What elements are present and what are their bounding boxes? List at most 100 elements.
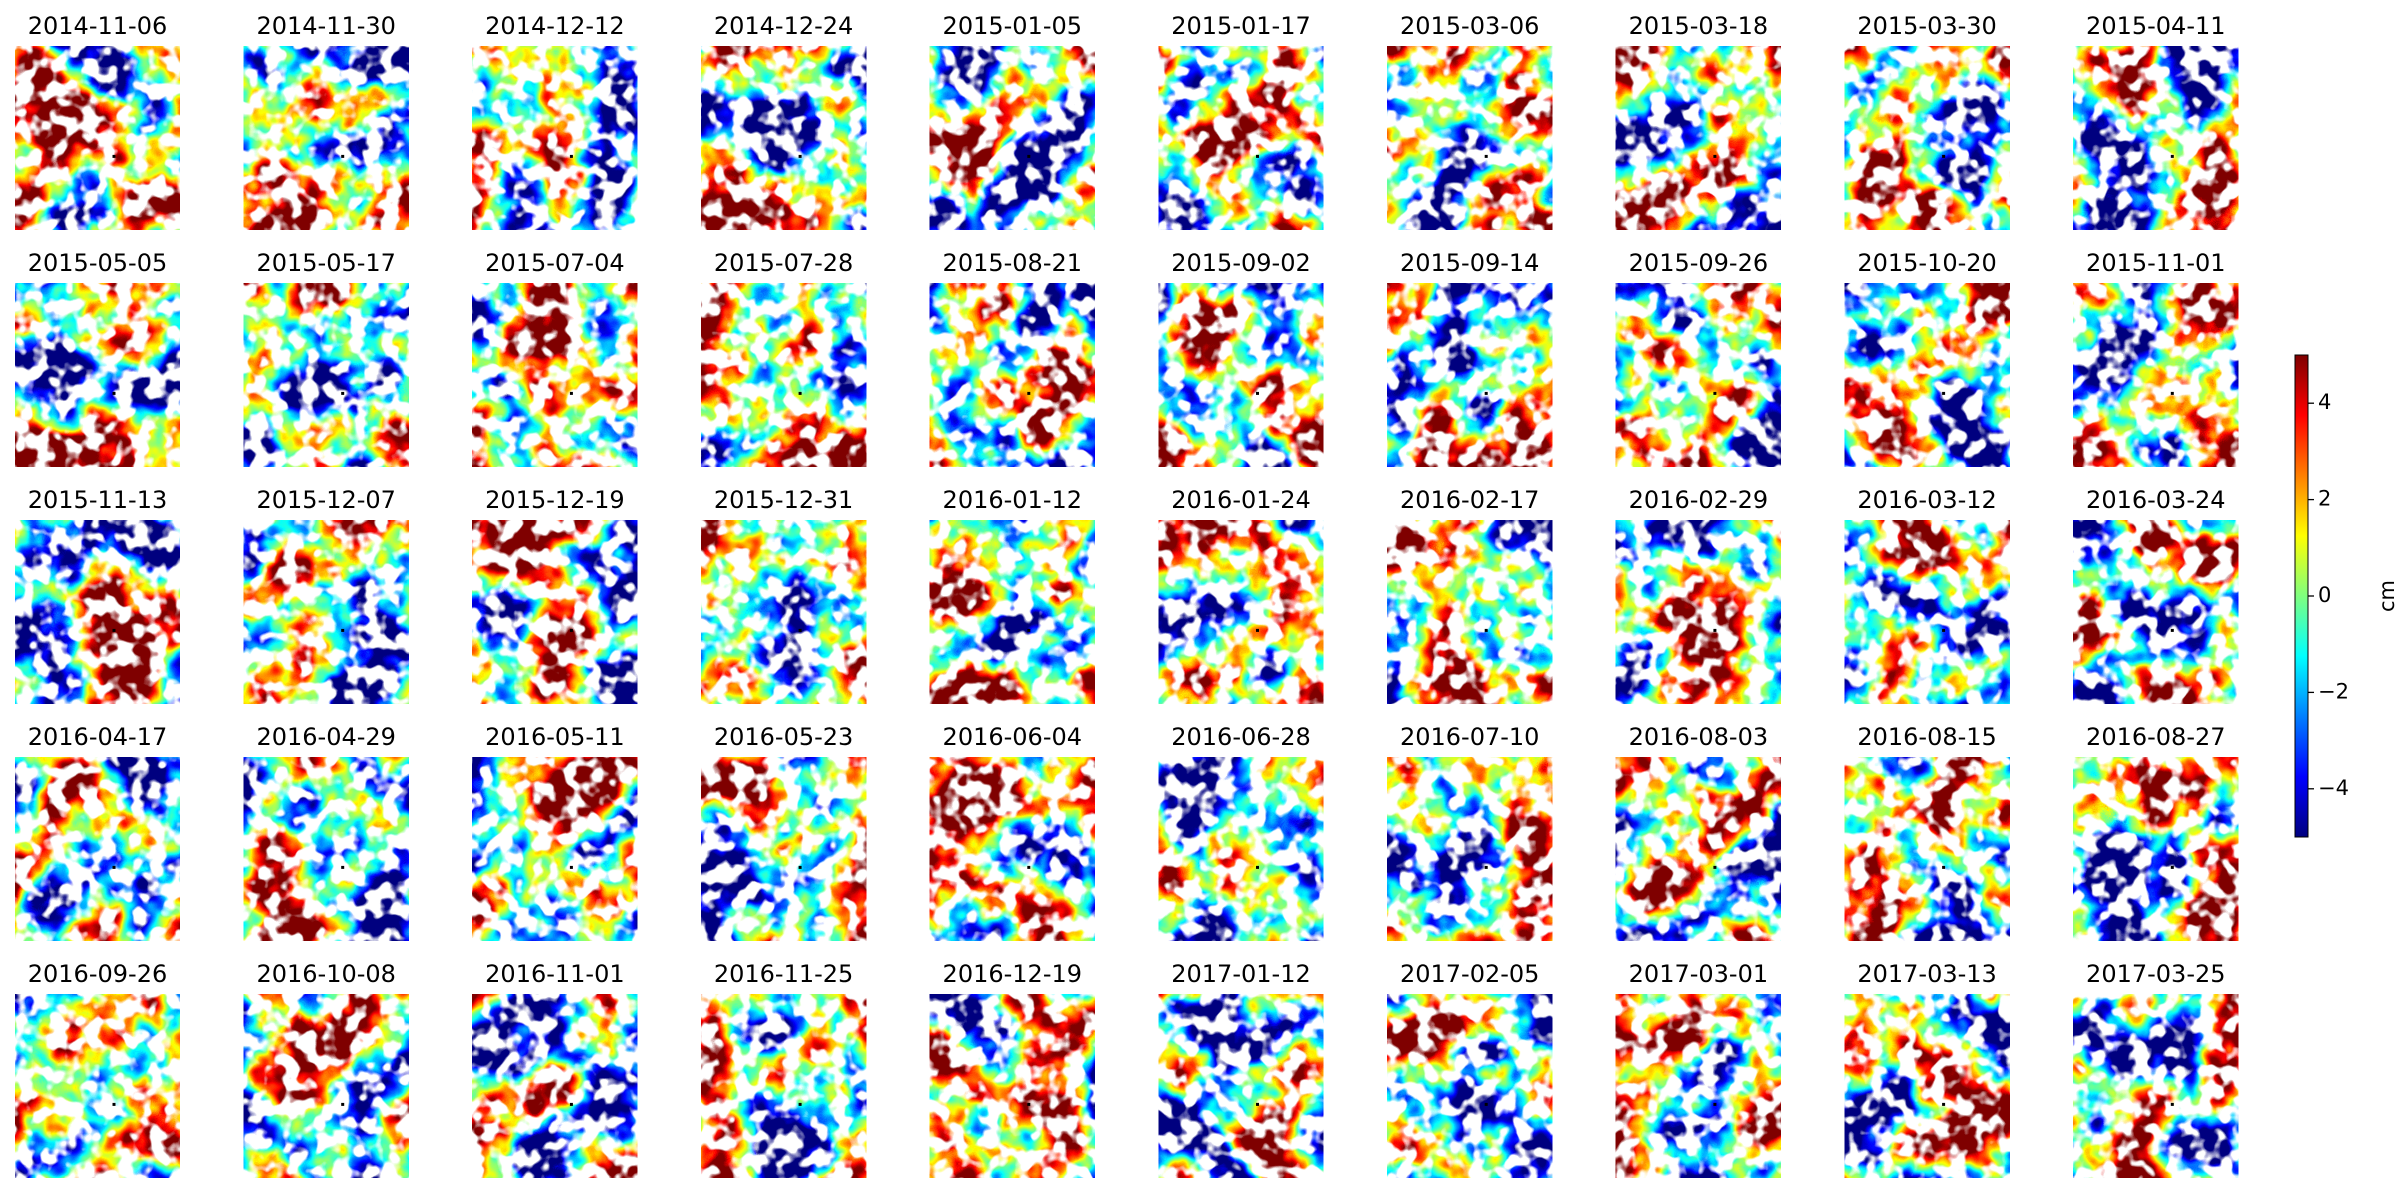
panel-image [701, 46, 867, 230]
panel-title: 2015-05-17 [256, 249, 395, 277]
panel-title: 2016-08-03 [1629, 723, 1768, 751]
reference-point [569, 391, 573, 395]
panel-title: 2015-11-13 [28, 486, 167, 514]
panel-title: 2015-01-05 [943, 12, 1082, 40]
reference-point [798, 1102, 802, 1106]
reference-point [1942, 865, 1946, 869]
reference-point [1027, 154, 1031, 158]
reference-point [1484, 391, 1488, 395]
panel-image [929, 283, 1095, 467]
reference-point [341, 1102, 345, 1106]
panel-image [1387, 520, 1553, 704]
panel-title: 2016-01-24 [1171, 486, 1310, 514]
reference-point [1256, 391, 1259, 395]
panel-image [1844, 520, 2010, 704]
panel-image [243, 994, 409, 1178]
reference-point [1256, 865, 1259, 869]
reference-point [1942, 628, 1946, 632]
panel-image [1158, 994, 1324, 1178]
panel-image [243, 283, 409, 467]
panel-image [1387, 46, 1553, 230]
reference-point [1484, 628, 1488, 632]
panel-image [2073, 994, 2239, 1178]
panel-image [701, 520, 867, 704]
panel-image [1615, 994, 1781, 1178]
panel-image [701, 757, 867, 941]
reference-point [341, 865, 345, 869]
panel-image [15, 520, 180, 704]
reference-point [341, 154, 345, 158]
panel-image [1844, 283, 2010, 467]
reference-point [112, 628, 116, 632]
panel-image [2073, 283, 2239, 467]
panel-image [1158, 520, 1324, 704]
panel-title: 2015-03-18 [1629, 12, 1768, 40]
reference-point [2170, 865, 2174, 869]
colorbar-tick-label: −2 [2318, 679, 2349, 703]
reference-point [569, 1102, 573, 1106]
panel-title: 2016-08-27 [2086, 723, 2225, 751]
panel-title: 2016-11-25 [714, 960, 853, 988]
reference-point [1713, 154, 1717, 158]
panel-image [243, 46, 409, 230]
reference-point [2170, 628, 2174, 632]
panel-title: 2015-03-30 [1857, 12, 1996, 40]
colorbar-tick-label: 2 [2318, 487, 2331, 511]
panel-title: 2015-10-20 [1857, 249, 1996, 277]
panel-title: 2016-06-04 [943, 723, 1082, 751]
panel-image [701, 994, 867, 1178]
reference-point [1027, 628, 1031, 632]
reference-point [1027, 391, 1031, 395]
reference-point [341, 628, 345, 632]
reference-point [112, 391, 116, 395]
reference-point [1713, 628, 1717, 632]
panel-image [1387, 757, 1553, 941]
panel-image [929, 757, 1095, 941]
panel-image [929, 46, 1095, 230]
panel-image [1158, 757, 1324, 941]
colorbar [2294, 354, 2309, 838]
reference-point [1942, 154, 1946, 158]
panel-title: 2016-07-10 [1400, 723, 1539, 751]
panel-title: 2015-09-26 [1629, 249, 1768, 277]
reference-point [569, 154, 573, 158]
reference-point [1484, 154, 1488, 158]
reference-point [798, 391, 802, 395]
panel-image [1615, 757, 1781, 941]
reference-point [1256, 154, 1259, 158]
colorbar-tick-label: 0 [2318, 583, 2331, 607]
reference-point [1942, 391, 1946, 395]
panel-title: 2017-01-12 [1171, 960, 1310, 988]
panel-image [472, 994, 638, 1178]
reference-point [1713, 391, 1717, 395]
panel-title: 2014-12-24 [714, 12, 853, 40]
panel-image [1844, 46, 2010, 230]
panel-image [15, 994, 180, 1178]
reference-point [569, 628, 573, 632]
panel-title: 2015-04-11 [2086, 12, 2225, 40]
panel-image [2073, 46, 2239, 230]
panel-title: 2015-07-28 [714, 249, 853, 277]
panel-title: 2017-02-05 [1400, 960, 1539, 988]
panel-image [1387, 994, 1553, 1178]
panel-title: 2016-01-12 [943, 486, 1082, 514]
panel-image [243, 520, 409, 704]
panel-title: 2014-11-30 [256, 12, 395, 40]
panel-title: 2015-12-07 [256, 486, 395, 514]
panel-title: 2016-05-11 [485, 723, 624, 751]
reference-point [341, 391, 345, 395]
panel-title: 2016-04-29 [256, 723, 395, 751]
panel-title: 2016-08-15 [1857, 723, 1996, 751]
reference-point [1713, 1102, 1717, 1106]
panel-image [472, 757, 638, 941]
panel-title: 2016-10-08 [256, 960, 395, 988]
reference-point [798, 628, 802, 632]
panel-title: 2016-02-29 [1629, 486, 1768, 514]
panel-title: 2017-03-25 [2086, 960, 2225, 988]
reference-point [112, 865, 116, 869]
panel-title: 2015-03-06 [1400, 12, 1539, 40]
panel-image [2073, 757, 2239, 941]
panel-title: 2015-08-21 [943, 249, 1082, 277]
reference-point [112, 154, 116, 158]
